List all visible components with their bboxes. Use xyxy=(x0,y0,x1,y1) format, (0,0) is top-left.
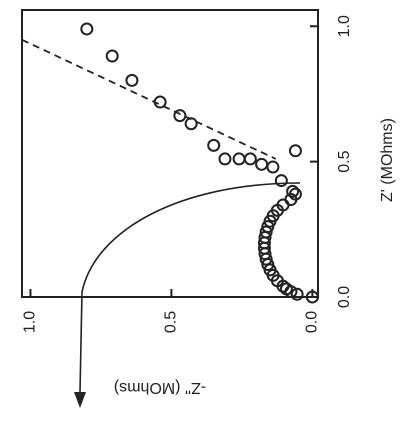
data-point xyxy=(288,144,302,158)
x-tick-label: 0.0 xyxy=(336,286,353,308)
plot-frame xyxy=(21,9,319,298)
x-axis-label: Z' (MOhms) xyxy=(379,118,396,202)
y-tick-label: 1.0 xyxy=(22,311,39,333)
data-point xyxy=(243,152,257,166)
y-tick-label: 0.5 xyxy=(163,311,180,333)
pointer-arrowhead xyxy=(74,392,86,408)
data-point xyxy=(290,287,304,301)
data-point xyxy=(255,157,269,171)
data-point xyxy=(305,290,319,304)
data-point xyxy=(259,225,273,239)
data-point xyxy=(266,160,280,174)
data-point xyxy=(80,22,94,36)
data-point xyxy=(274,174,288,188)
pointer-curve xyxy=(79,182,301,393)
y-axis-label: -Z'' (MOhms) xyxy=(114,379,206,396)
data-point xyxy=(279,282,293,296)
data-point xyxy=(125,73,139,87)
data-point xyxy=(288,187,302,201)
data-point xyxy=(232,152,246,166)
data-point xyxy=(218,152,232,166)
data-point xyxy=(207,138,221,152)
fit-line xyxy=(21,38,277,160)
x-tick-label: 1.0 xyxy=(336,15,353,37)
data-point xyxy=(286,184,300,198)
data-point xyxy=(105,49,119,63)
y-tick-label: 0.0 xyxy=(304,311,321,333)
x-tick-label: 0.5 xyxy=(336,150,353,172)
data-point xyxy=(184,117,198,131)
